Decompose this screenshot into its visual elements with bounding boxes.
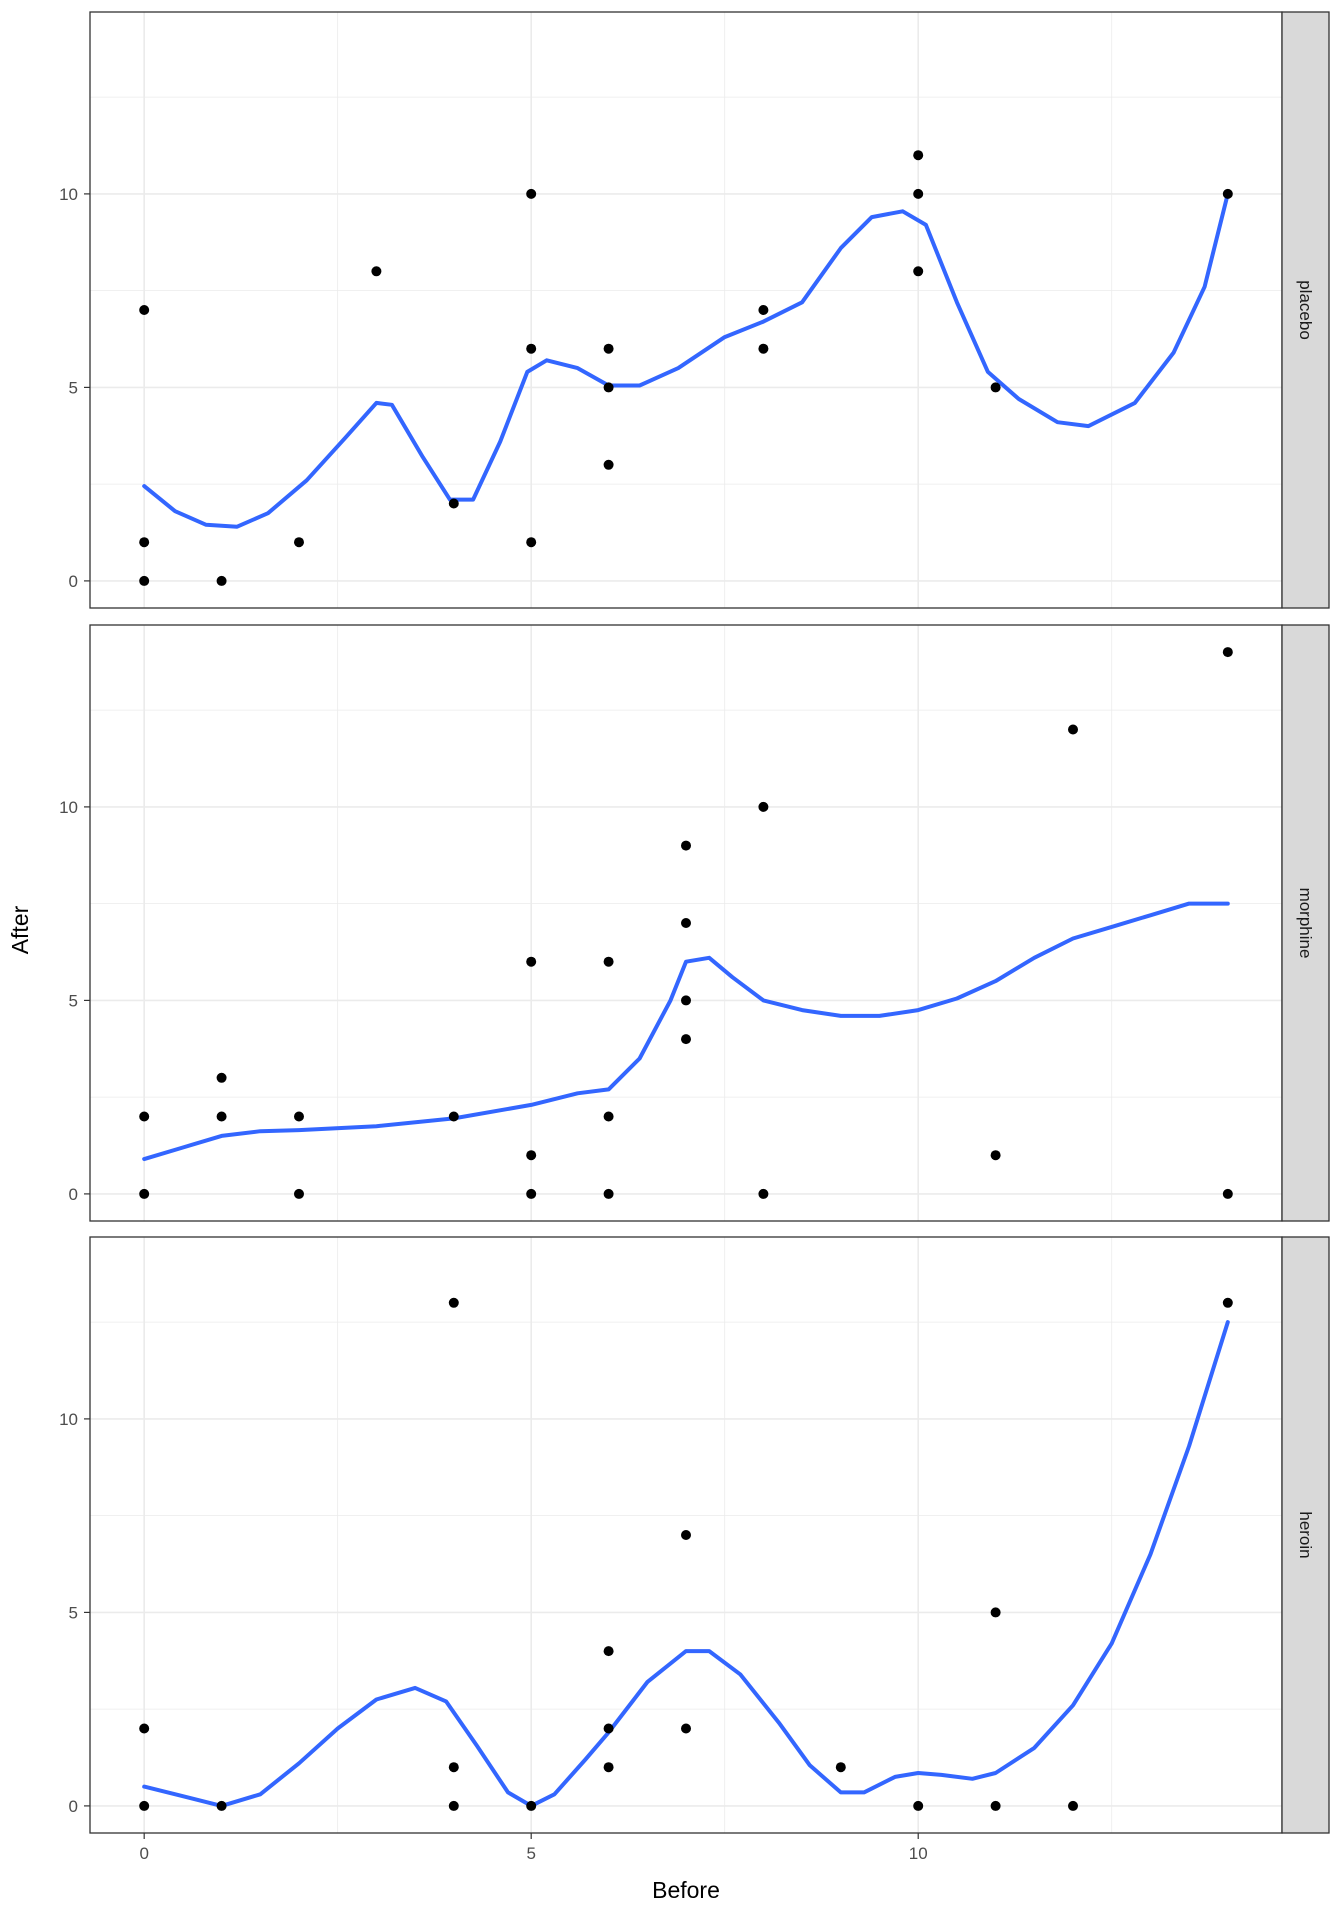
x-tick-label: 10 — [909, 1844, 928, 1863]
data-point — [139, 1723, 150, 1734]
panel-heroin: 0 5 10 heroin — [59, 1236, 1330, 1834]
facet-strip-label: morphine — [1296, 888, 1315, 959]
data-point — [1068, 1800, 1079, 1811]
data-point — [293, 1111, 304, 1122]
data-point — [990, 1150, 1001, 1161]
data-point — [139, 305, 150, 315]
data-point — [293, 1188, 304, 1199]
x-axis-title: Before — [652, 1877, 720, 1903]
data-point — [1222, 1188, 1233, 1199]
smooth-line-heroin — [142, 1320, 1230, 1808]
data-point — [681, 1034, 691, 1045]
data-point — [139, 537, 150, 548]
data-point — [448, 1800, 459, 1811]
data-point — [216, 1072, 227, 1083]
panel-background — [90, 12, 1282, 608]
smooth-line-placebo — [142, 191, 1230, 529]
x-axis: 0 5 10 — [139, 1833, 928, 1863]
data-point — [913, 266, 924, 277]
data-point — [216, 575, 227, 586]
data-point — [371, 266, 382, 277]
data-point — [216, 1800, 227, 1811]
data-point — [681, 840, 691, 851]
data-point — [526, 1800, 537, 1811]
data-point — [526, 1188, 537, 1199]
data-point — [913, 1800, 924, 1811]
data-point — [681, 1530, 691, 1540]
facet-panels: 0 5 10 placebo 0 5 10 morphine 0 5 10 heroin — [59, 11, 1330, 1834]
data-point — [603, 343, 614, 354]
data-point — [526, 1150, 537, 1161]
data-point — [758, 343, 769, 354]
data-point — [603, 1723, 614, 1734]
data-point — [1222, 188, 1233, 199]
data-point — [448, 1111, 459, 1122]
y-axis-title: After — [7, 905, 33, 954]
data-point — [990, 1607, 1001, 1618]
data-point — [526, 343, 537, 354]
data-point — [526, 188, 537, 199]
y-tick-label: 5 — [69, 991, 78, 1010]
data-point — [448, 1762, 459, 1773]
data-point — [216, 1111, 227, 1122]
data-point — [603, 1762, 614, 1773]
data-point — [526, 956, 537, 967]
y-tick-label: 0 — [69, 1185, 78, 1204]
facet-strip-label: placebo — [1296, 280, 1315, 340]
data-point — [139, 575, 150, 586]
y-tick-label: 10 — [59, 1410, 78, 1429]
data-point — [293, 537, 304, 548]
y-tick-label: 5 — [69, 378, 78, 397]
data-point — [758, 305, 769, 315]
data-point — [681, 1723, 691, 1734]
y-tick-label: 10 — [59, 185, 78, 204]
y-tick-label: 0 — [69, 1797, 78, 1816]
panel-placebo: 0 5 10 placebo — [59, 11, 1330, 609]
facet-strip — [1281, 11, 1330, 609]
data-point — [1068, 724, 1079, 735]
panel-morphine: 0 5 10 morphine — [59, 624, 1330, 1222]
x-tick-label: 5 — [526, 1844, 535, 1863]
y-tick-label: 0 — [69, 572, 78, 591]
data-point — [603, 1111, 614, 1122]
data-point — [990, 382, 1001, 393]
data-point — [990, 1800, 1001, 1811]
data-point — [758, 1188, 769, 1199]
data-point — [1222, 647, 1233, 658]
data-point — [758, 801, 769, 812]
x-tick-label: 0 — [139, 1844, 148, 1863]
data-point — [1222, 1297, 1233, 1308]
data-point — [681, 995, 691, 1006]
data-point — [448, 498, 459, 509]
data-point — [139, 1111, 150, 1122]
data-point — [526, 537, 537, 548]
y-tick-label: 5 — [69, 1603, 78, 1622]
data-point — [913, 188, 924, 199]
data-point — [139, 1188, 150, 1199]
data-point — [603, 956, 614, 967]
data-point — [603, 1646, 614, 1657]
facet-strip — [1281, 624, 1330, 1222]
data-point — [448, 1297, 459, 1308]
data-point — [139, 1800, 150, 1811]
data-point — [913, 150, 924, 161]
facet-strip-label: heroin — [1296, 1511, 1315, 1558]
data-point — [835, 1762, 846, 1773]
data-point — [603, 382, 614, 393]
smooth-line-morphine — [142, 901, 1230, 1162]
data-point — [603, 459, 614, 470]
y-tick-label: 10 — [59, 798, 78, 817]
facet-strip — [1281, 1236, 1330, 1834]
data-point — [603, 1188, 614, 1199]
data-point — [681, 918, 691, 928]
